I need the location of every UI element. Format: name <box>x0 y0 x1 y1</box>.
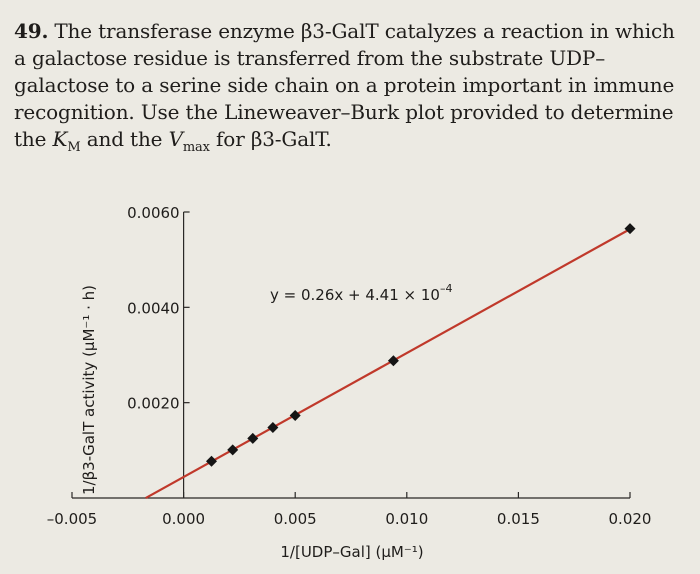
fit-line <box>145 228 631 500</box>
data-point <box>624 223 636 235</box>
fit-equation-exponent: –4 <box>440 282 453 295</box>
x-tick-label: –0.005 <box>47 510 97 528</box>
x-axis-label: 1/[UDP–Gal] (μM⁻¹) <box>280 543 423 561</box>
question-body: The transferase enzyme β3-GalT catalyzes… <box>14 19 675 151</box>
x-tick-label: 0.000 <box>162 510 205 528</box>
x-tick-label: 0.010 <box>385 510 428 528</box>
question-and: and the <box>80 127 169 151</box>
y-axis-label: 1/β3-GalT activity (μM⁻¹ · h) <box>80 285 98 495</box>
x-tick-label: 0.020 <box>609 510 652 528</box>
question-end: for β3-GalT. <box>209 127 332 151</box>
x-tick-label: 0.015 <box>497 510 540 528</box>
km-symbol: K <box>52 127 68 151</box>
data-point <box>247 432 259 444</box>
y-tick-label: 0.0020 <box>127 395 180 413</box>
fit-equation-main: y = 0.26x + 4.41 × 10 <box>270 286 440 304</box>
data-point <box>267 421 279 433</box>
data-point <box>387 355 399 367</box>
data-point <box>227 444 239 456</box>
question-text: 49. The transferase enzyme β3-GalT cataly… <box>14 18 690 155</box>
data-points <box>206 223 636 467</box>
x-tick-label: 0.005 <box>274 510 317 528</box>
axes: –0.005 0.000 0.005 0.010 0.015 0.020 0.0020 0.0… <box>47 204 652 528</box>
fit-equation: y = 0.26x + 4.41 × 10–4 <box>270 282 452 304</box>
data-point <box>206 455 217 467</box>
km-subscript: M <box>67 140 81 155</box>
fit-line-group <box>145 228 631 500</box>
y-tick-label: 0.0060 <box>127 204 180 222</box>
vmax-subscript: max <box>182 140 210 155</box>
question-number: 49. <box>14 19 49 43</box>
data-point <box>289 410 301 422</box>
y-tick-label: 0.0040 <box>127 299 180 317</box>
vmax-symbol: V <box>168 127 183 151</box>
